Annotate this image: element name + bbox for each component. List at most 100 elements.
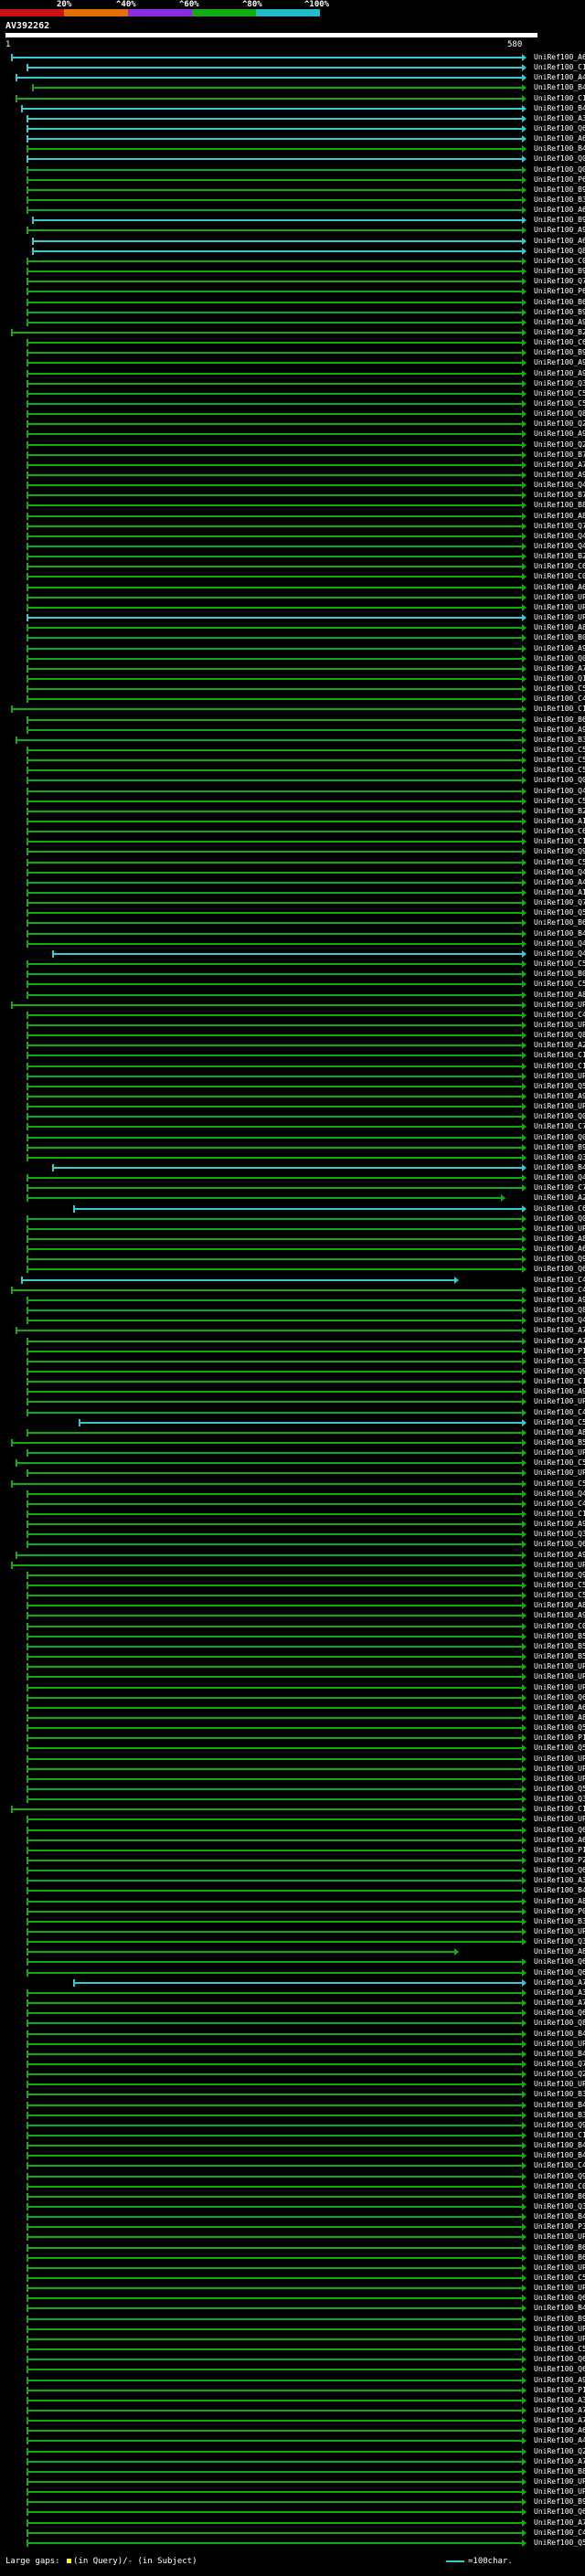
hit-row[interactable]: UniRef100_A7VNB1 (0, 2416, 585, 2425)
hit-row[interactable]: UniRef100_Q38B13 (0, 1153, 585, 1162)
hit-alignment-line[interactable] (26, 617, 524, 620)
hit-alignment-line[interactable] (26, 1737, 524, 1740)
hit-row[interactable]: UniRef100_A7QUB3 (0, 664, 585, 673)
hit-alignment-line[interactable] (26, 2175, 524, 2178)
hit-name-link[interactable]: UniRef100_UP1000.. (534, 2284, 585, 2293)
hit-alignment-line[interactable] (26, 158, 524, 161)
hit-name-link[interactable]: UniRef100_Q6BTA4 (534, 2009, 585, 2018)
hit-alignment-line[interactable] (26, 1075, 524, 1077)
hit-name-link[interactable]: UniRef100_Q6Y7R2 (534, 124, 585, 133)
hit-row[interactable]: UniRef100_B4Q0K1 (0, 2050, 585, 2059)
hit-row[interactable]: UniRef100_Q81T89 (0, 247, 585, 256)
hit-row[interactable]: UniRef100_Q01802 (0, 1214, 585, 1224)
hit-alignment-line[interactable] (26, 2002, 524, 2005)
hit-name-link[interactable]: UniRef100_A1CS05 (534, 888, 585, 897)
hit-alignment-line[interactable] (26, 178, 524, 181)
hit-row[interactable]: UniRef100_A9RCC4 (0, 726, 585, 735)
hit-alignment-line[interactable] (26, 1777, 524, 1780)
hit-alignment-line[interactable] (26, 2195, 524, 2198)
hit-row[interactable]: UniRef100_Q4Q0R2 (0, 949, 585, 959)
hit-alignment-line[interactable] (26, 1023, 524, 1026)
hit-row[interactable]: UniRef100_UP1000.. (0, 1448, 585, 1458)
hit-row[interactable]: UniRef100_C6TB24 (0, 562, 585, 571)
hit-name-link[interactable]: UniRef100_Q6C2K9 (534, 2355, 585, 2364)
hit-alignment-line[interactable] (26, 2511, 524, 2514)
hit-name-link[interactable]: UniRef100_C5E5D4 (534, 2345, 585, 2354)
hit-name-link[interactable]: UniRef100_B9RUS1 (534, 185, 585, 194)
hit-name-link[interactable]: UniRef100_C1ML12 (534, 93, 585, 102)
hit-row[interactable]: UniRef100_Q6Q143 (0, 1968, 585, 1977)
hit-row[interactable]: UniRef100_A1D9N9 (0, 817, 585, 826)
hit-row[interactable]: UniRef100_C4QF14 (0, 2528, 585, 2538)
hit-name-link[interactable]: UniRef100_Q4SRI2 (534, 1316, 585, 1325)
hit-name-link[interactable]: UniRef100_B7FHG2 (534, 450, 585, 459)
hit-name-link[interactable]: UniRef100_B6J791 (534, 2191, 585, 2200)
hit-row[interactable]: UniRef100_Q7S5W7 (0, 2060, 585, 2069)
hit-name-link[interactable]: UniRef100_A7RW02 (534, 1326, 585, 1335)
hit-name-link[interactable]: UniRef100_C1EGX0 (534, 1510, 585, 1518)
hit-row[interactable]: UniRef100_UP1000.. (0, 593, 585, 602)
hit-row[interactable]: UniRef100_A6IVE2 (0, 53, 585, 62)
hit-alignment-line[interactable] (26, 657, 524, 660)
hit-name-link[interactable]: UniRef100_Q9UJN0 (534, 847, 585, 856)
hit-alignment-line[interactable] (26, 2369, 524, 2371)
hit-alignment-line[interactable] (26, 2337, 524, 2340)
hit-alignment-line[interactable] (26, 2420, 524, 2422)
hit-name-link[interactable]: UniRef100_UP1000.. (534, 2324, 585, 2333)
hit-row[interactable]: UniRef100_B4Q801 (0, 2151, 585, 2160)
hit-row[interactable]: UniRef100_B6QE45 (0, 716, 585, 725)
hit-row[interactable]: UniRef100_A8E671 (0, 1601, 585, 1610)
hit-row[interactable]: UniRef100_A9KGL4 (0, 1520, 585, 1529)
hit-alignment-line[interactable] (31, 219, 524, 222)
hit-row[interactable]: UniRef100_A7R6W0 (0, 2457, 585, 2466)
hit-alignment-line[interactable] (26, 1472, 524, 1475)
hit-name-link[interactable]: UniRef100_B6TJH4 (534, 297, 585, 306)
hit-name-link[interactable]: UniRef100_B4Q801 (534, 2151, 585, 2160)
hit-name-link[interactable]: UniRef100_Q4AT11 (534, 542, 585, 551)
hit-alignment-line[interactable] (26, 2206, 524, 2208)
hit-row[interactable]: UniRef100_Q6BXE9 (0, 2365, 585, 2374)
hit-name-link[interactable]: UniRef100_B4Q0K1 (534, 2049, 585, 2058)
hit-row[interactable]: UniRef100_A8MVV7 (0, 1713, 585, 1723)
hit-name-link[interactable]: UniRef100_C5SPT1 (534, 796, 585, 805)
hit-alignment-line[interactable] (26, 525, 524, 527)
hit-alignment-line[interactable] (26, 1523, 524, 1526)
hit-alignment-line[interactable] (26, 831, 524, 833)
hit-name-link[interactable]: UniRef100_C5VHP3 (534, 1591, 585, 1600)
hit-row[interactable]: UniRef100_A4RU41 (0, 73, 585, 82)
hit-name-link[interactable]: UniRef100_A6R5E0 (534, 582, 585, 591)
hit-row[interactable]: UniRef100_B6H380 (0, 918, 585, 928)
hit-row[interactable]: UniRef100_Q95670 (0, 1255, 585, 1264)
hit-row[interactable]: UniRef100_B6K9E7 (0, 2243, 585, 2253)
hit-alignment-line[interactable] (26, 504, 524, 507)
hit-name-link[interactable]: UniRef100_Q95670 (534, 1255, 585, 1264)
hit-name-link[interactable]: UniRef100_Q2HVJ3 (534, 440, 585, 449)
hit-name-link[interactable]: UniRef100_A7R2M9 (534, 1336, 585, 1345)
hit-name-link[interactable]: UniRef100_C6JS02 (534, 1203, 585, 1213)
hit-name-link[interactable]: UniRef100_A4RU41 (534, 73, 585, 82)
hit-name-link[interactable]: UniRef100_B3TLT9 (534, 196, 585, 205)
hit-name-link[interactable]: UniRef100_UP1000.. (534, 1071, 585, 1080)
hit-alignment-line[interactable] (26, 677, 524, 680)
hit-alignment-line[interactable] (26, 2287, 524, 2290)
hit-row[interactable]: UniRef100_Q0JAC6 (0, 154, 585, 164)
hit-alignment-line[interactable] (26, 1747, 524, 1750)
hit-row[interactable]: UniRef100_A8WVQ1 (0, 1235, 585, 1244)
hit-name-link[interactable]: UniRef100_Q38B13 (534, 1152, 585, 1161)
hit-row[interactable]: UniRef100_UP1000.. (0, 603, 585, 612)
hit-alignment-line[interactable] (16, 1553, 524, 1556)
hit-row[interactable]: UniRef100_C4JFN9 (0, 694, 585, 704)
hit-name-link[interactable]: UniRef100_Q4Q0R2 (534, 949, 585, 958)
hit-row[interactable]: UniRef100_A1CS05 (0, 888, 585, 897)
hit-name-link[interactable]: UniRef100_UP1000.. (534, 1468, 585, 1478)
hit-row[interactable]: UniRef100_A6NPW4 (0, 237, 585, 246)
hit-row[interactable]: UniRef100_B5D4H4 (0, 1652, 585, 1661)
hit-alignment-line[interactable] (26, 1299, 524, 1301)
hit-row[interactable]: UniRef100_A9T4E1 (0, 471, 585, 480)
hit-name-link[interactable]: UniRef100_P11874 (534, 1346, 585, 1355)
hit-row[interactable]: UniRef100_Q6CS71 (0, 2294, 585, 2303)
hit-name-link[interactable]: UniRef100_C5FQ23 (534, 684, 585, 694)
hit-row[interactable]: UniRef100_P18124 (0, 1733, 585, 1743)
hit-alignment-line[interactable] (26, 973, 524, 976)
hit-row[interactable]: UniRef100_Q6BTA4 (0, 2009, 585, 2018)
